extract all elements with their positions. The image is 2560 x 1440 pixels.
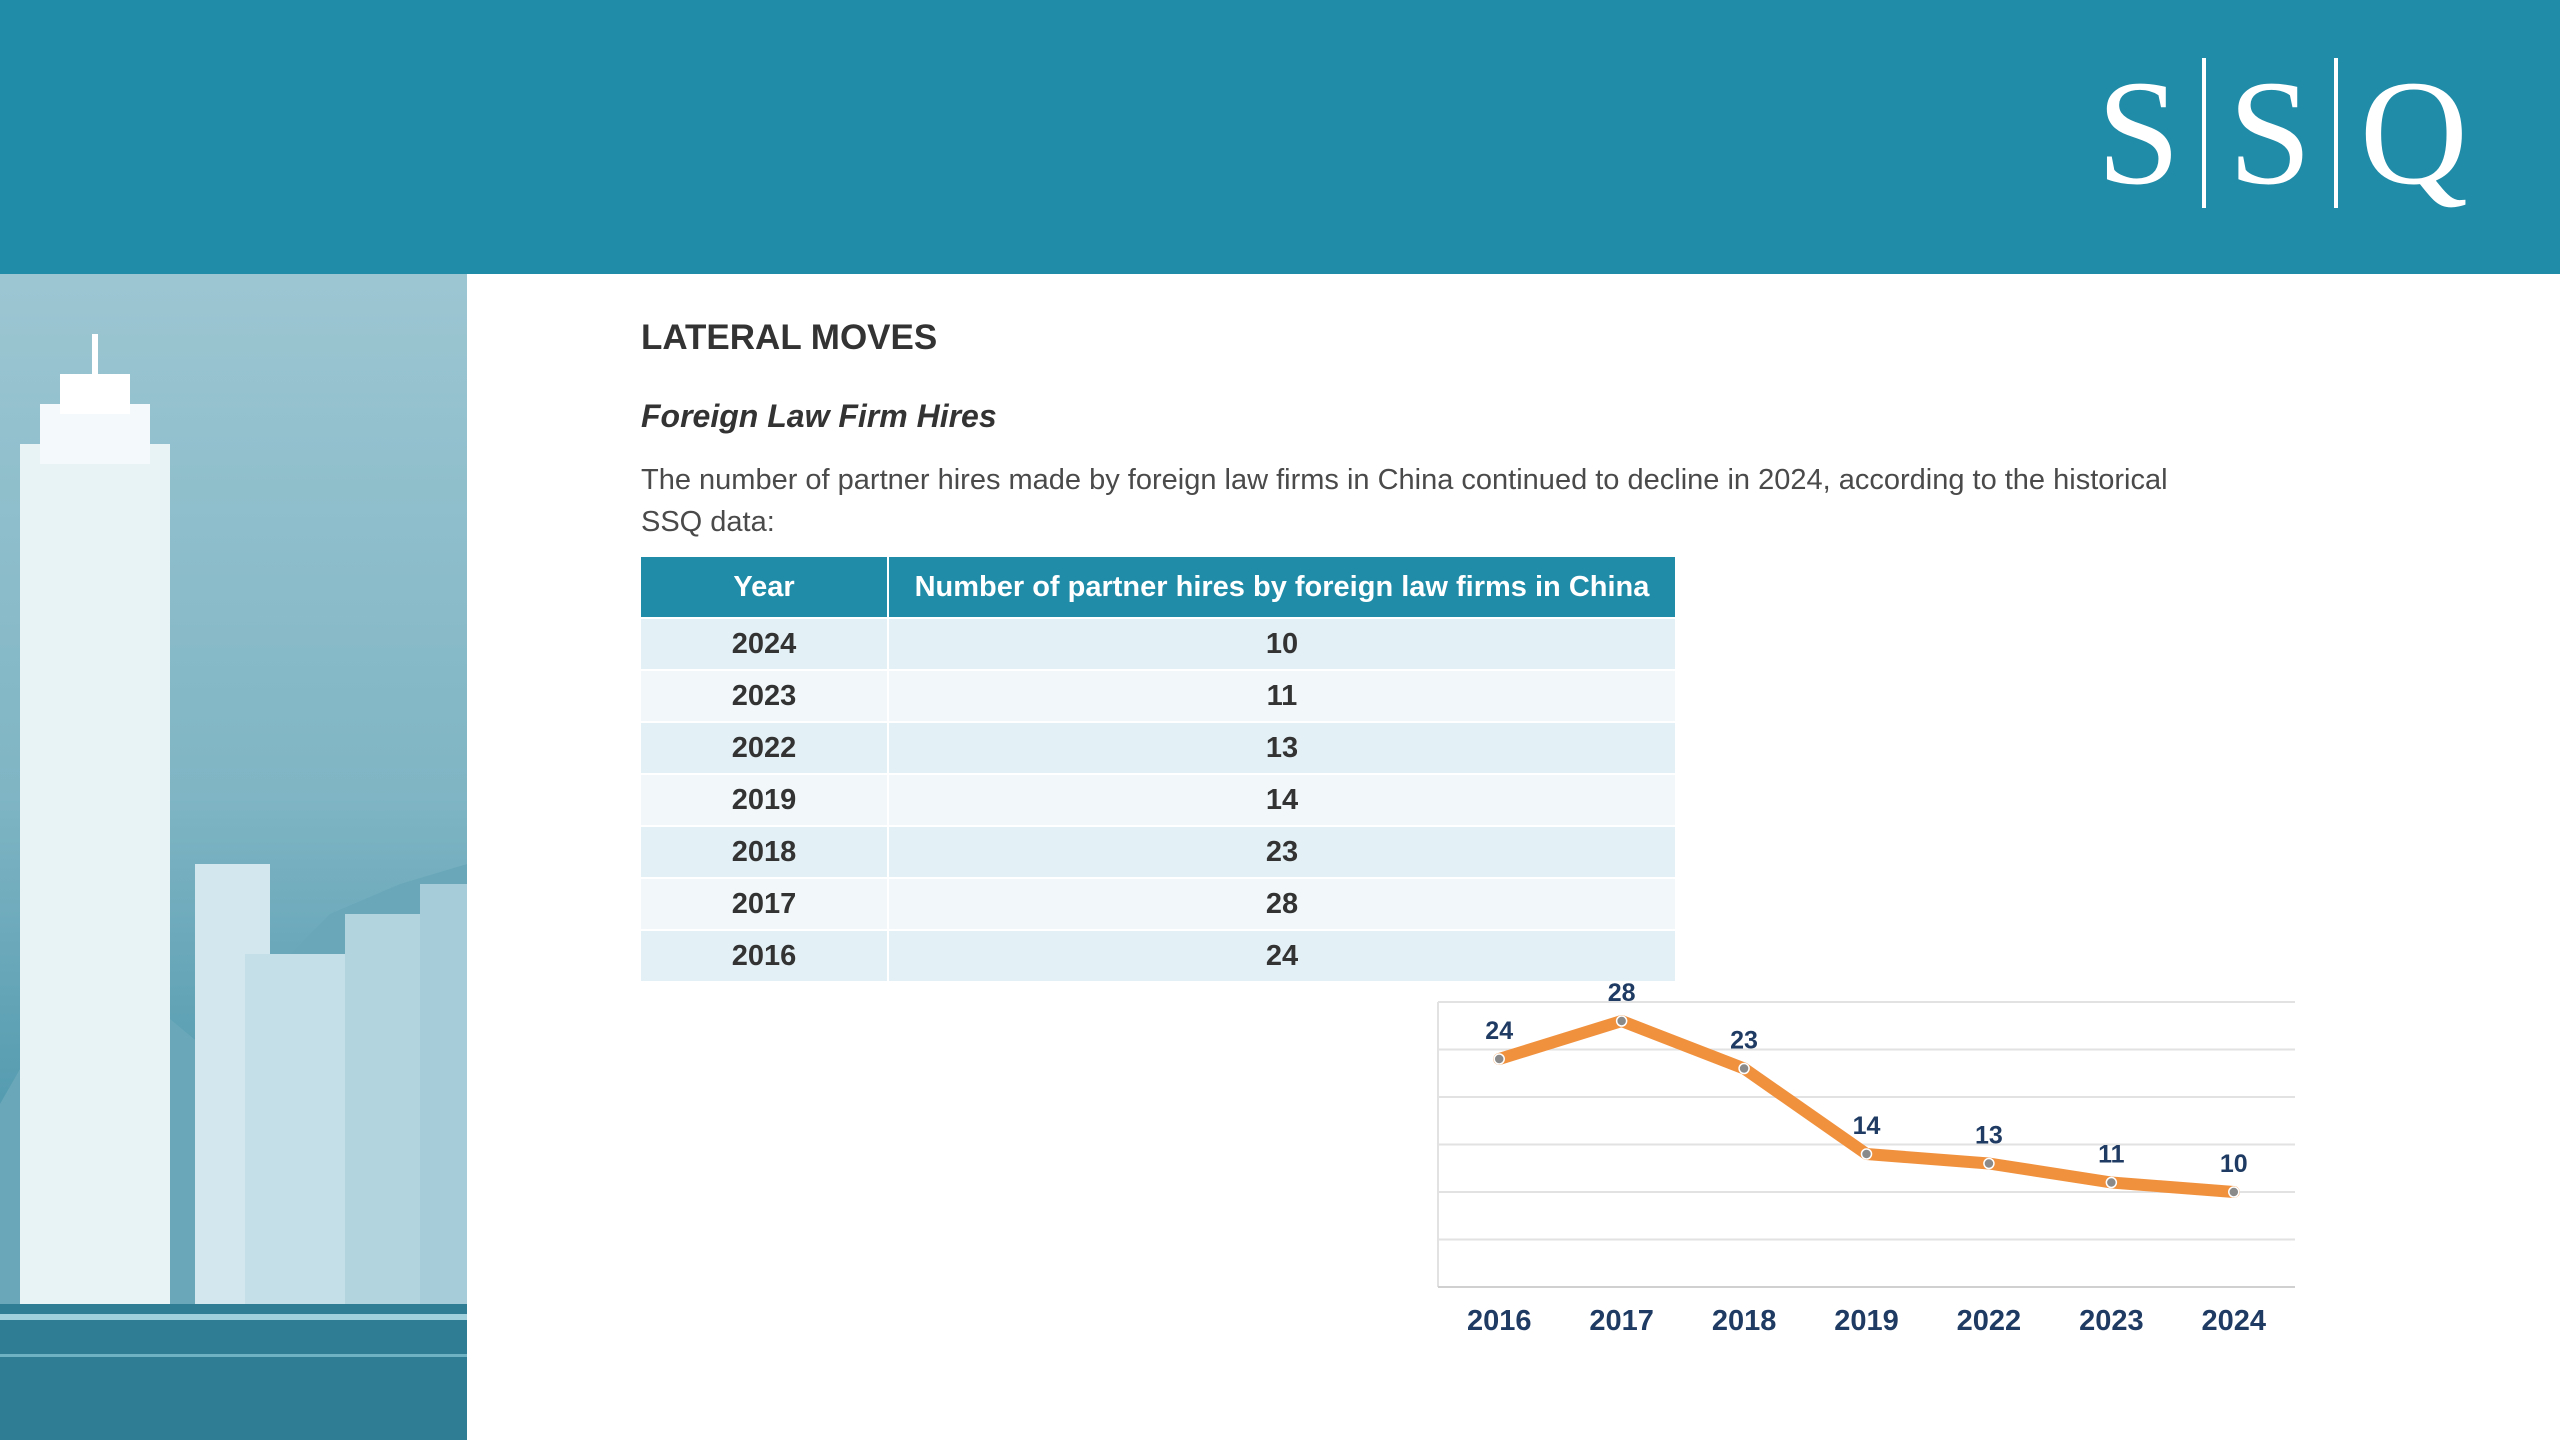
x-tick-label: 2018: [1712, 1305, 1777, 1337]
cell-year: 2019: [641, 773, 889, 826]
table-row: 2023 11: [641, 669, 1675, 722]
ssq-logo: S S Q: [2097, 48, 2468, 218]
cell-hires: 10: [888, 617, 1675, 670]
data-point: [1860, 1148, 1873, 1160]
cell-hires: 13: [888, 721, 1675, 774]
x-tick-label: 2024: [2202, 1305, 2267, 1337]
cell-hires: 14: [888, 773, 1675, 826]
section-subtitle: Foreign Law Firm Hires: [641, 398, 997, 434]
x-tick-label: 2023: [2079, 1305, 2144, 1337]
x-tick-label: 2017: [1589, 1305, 1654, 1337]
logo-divider: [2333, 58, 2338, 208]
data-label: 24: [1485, 1017, 1513, 1045]
data-label: 23: [1730, 1027, 1758, 1055]
table-row: 2016 24: [641, 929, 1675, 981]
data-label: 11: [2098, 1141, 2125, 1169]
logo-divider: [2202, 58, 2207, 208]
header-bar: S S Q: [0, 0, 2560, 274]
data-label: 28: [1608, 980, 1636, 1007]
section-title: LATERAL MOVES: [641, 318, 938, 357]
data-point: [1615, 1015, 1628, 1027]
data-point: [1983, 1157, 1995, 1170]
data-label: 10: [2220, 1150, 2248, 1178]
column-header-year: Year: [641, 557, 889, 618]
logo-letter-3: Q: [2359, 50, 2468, 216]
data-label: 14: [1853, 1112, 1881, 1140]
cell-year: 2023: [641, 669, 889, 722]
cell-year: 2024: [641, 617, 889, 670]
table-row: 2018 23: [641, 825, 1675, 878]
data-point: [1738, 1062, 1750, 1075]
table-row: 2024 10: [641, 617, 1675, 670]
table-row: 2022 13: [641, 721, 1675, 774]
table-row: 2017 28: [641, 877, 1675, 930]
logo-letter-1: S: [2096, 50, 2181, 216]
cell-hires: 24: [888, 929, 1675, 981]
data-point: [2105, 1176, 2118, 1189]
cell-year: 2017: [641, 877, 889, 930]
skyline-illustration: [0, 334, 467, 1440]
main-content: LATERAL MOVES Foreign Law Firm Hires The…: [641, 318, 2201, 543]
data-label: 13: [1975, 1122, 2003, 1150]
x-tick-label: 2016: [1467, 1305, 1532, 1337]
table-header-row: Year Number of partner hires by foreign …: [641, 557, 1675, 618]
cell-hires: 11: [888, 669, 1675, 722]
x-tick-label: 2022: [1957, 1305, 2022, 1337]
cell-year: 2022: [641, 721, 889, 774]
logo-letter-2: S: [2228, 50, 2312, 216]
cell-hires: 23: [888, 825, 1675, 878]
cell-year: 2018: [641, 825, 889, 878]
table-row: 2019 14: [641, 773, 1675, 826]
data-point: [1493, 1053, 1505, 1065]
hires-line-chart: 24 28 23 14 13 11 10 2016 2017 2018 2019 2022 2023 20…: [1437, 980, 2295, 1337]
cell-year: 2016: [641, 929, 889, 981]
intro-paragraph: The number of partner hires made by fore…: [641, 464, 2168, 538]
hires-table: Year Number of partner hires by foreign …: [641, 557, 1675, 981]
skyline-image: [0, 274, 467, 1440]
column-header-hires: Number of partner hires by foreign law f…: [888, 557, 1675, 618]
x-tick-label: 2019: [1834, 1305, 1899, 1337]
data-point: [2228, 1186, 2240, 1198]
cell-hires: 28: [888, 877, 1675, 930]
